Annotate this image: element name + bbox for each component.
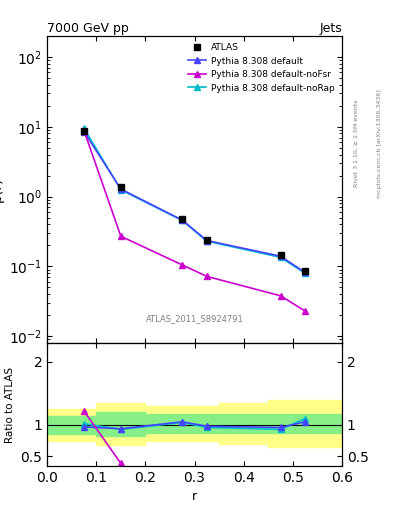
Y-axis label: ρ(r): ρ(r) bbox=[0, 177, 4, 202]
Text: Jets: Jets bbox=[319, 22, 342, 35]
Y-axis label: Ratio to ATLAS: Ratio to ATLAS bbox=[5, 367, 15, 442]
Text: 7000 GeV pp: 7000 GeV pp bbox=[47, 22, 129, 35]
Legend: ATLAS, Pythia 8.308 default, Pythia 8.308 default-noFsr, Pythia 8.308 default-no: ATLAS, Pythia 8.308 default, Pythia 8.30… bbox=[185, 40, 338, 95]
X-axis label: r: r bbox=[192, 490, 197, 503]
Text: Rivet 3.1.10, ≥ 2.5M events: Rivet 3.1.10, ≥ 2.5M events bbox=[354, 100, 359, 187]
Text: mcplots.cern.ch [arXiv:1306.3436]: mcplots.cern.ch [arXiv:1306.3436] bbox=[377, 89, 382, 198]
Text: ATLAS_2011_S8924791: ATLAS_2011_S8924791 bbox=[146, 314, 243, 323]
